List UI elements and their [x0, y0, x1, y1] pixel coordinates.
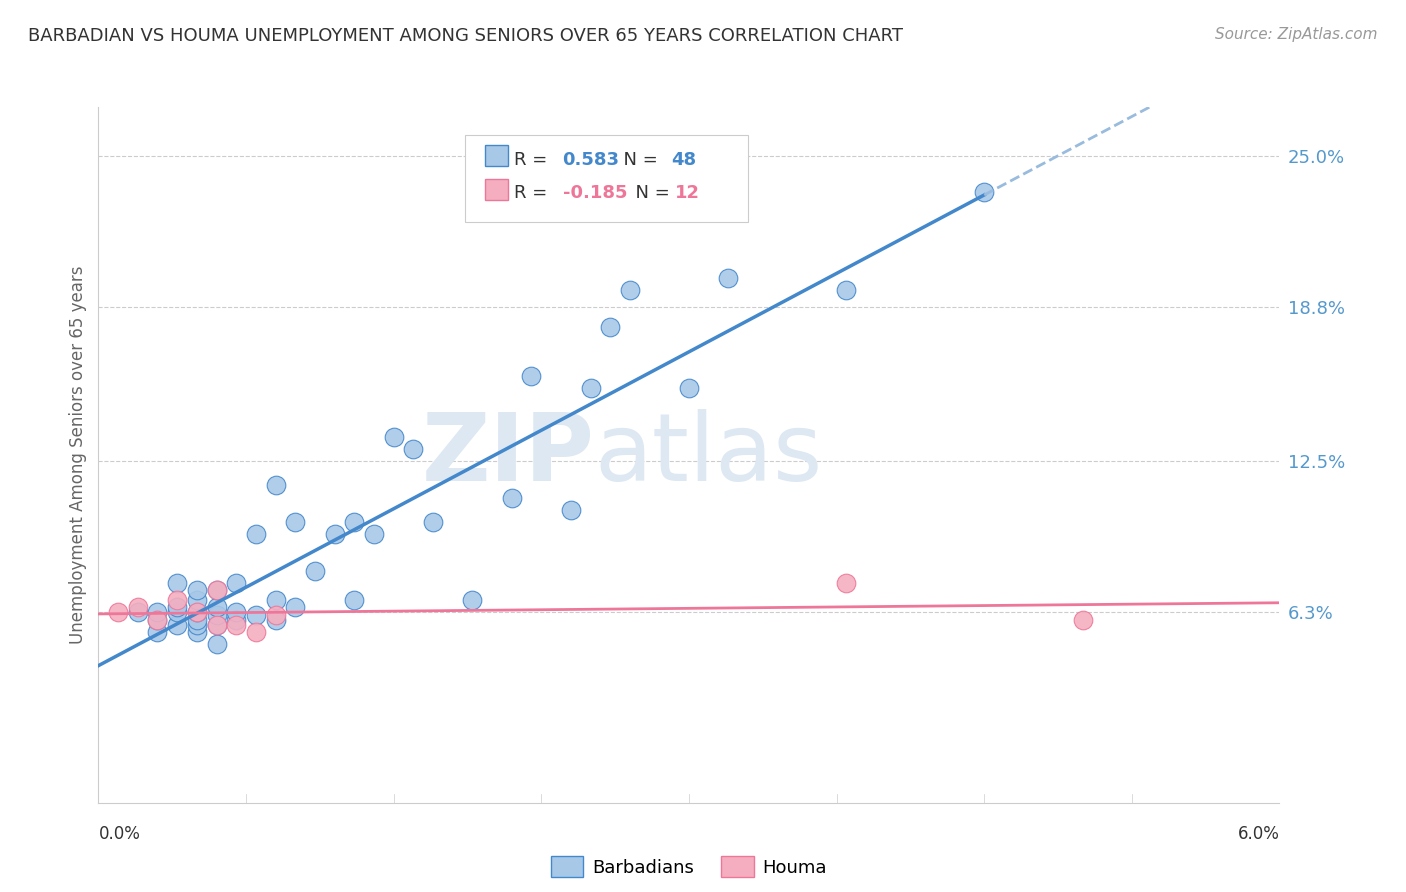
- Legend: Barbadians, Houma: Barbadians, Houma: [544, 849, 834, 884]
- Point: [146, 606, 169, 620]
- Point: [186, 593, 208, 607]
- Y-axis label: Unemployment Among Seniors over 65 years: Unemployment Among Seniors over 65 years: [69, 266, 87, 644]
- Point: [264, 478, 287, 492]
- Point: [127, 606, 149, 620]
- Point: [186, 617, 208, 632]
- Point: [678, 381, 700, 395]
- Point: [520, 368, 543, 383]
- Point: [166, 617, 188, 632]
- Text: atlas: atlas: [595, 409, 823, 501]
- Point: [186, 583, 208, 598]
- Point: [304, 564, 326, 578]
- Point: [205, 607, 228, 622]
- Point: [461, 593, 484, 607]
- Point: [323, 527, 346, 541]
- Point: [107, 606, 129, 620]
- Point: [186, 606, 208, 620]
- Point: [264, 593, 287, 607]
- Point: [205, 617, 228, 632]
- Point: [835, 576, 858, 591]
- Point: [225, 617, 247, 632]
- Point: [245, 607, 267, 622]
- Point: [245, 624, 267, 639]
- Point: [166, 606, 188, 620]
- Point: [560, 503, 582, 517]
- Text: 48: 48: [671, 151, 696, 169]
- Point: [166, 600, 188, 615]
- Point: [146, 613, 169, 627]
- Point: [166, 593, 188, 607]
- Point: [205, 600, 228, 615]
- Point: [186, 613, 208, 627]
- Point: [146, 624, 169, 639]
- Point: [402, 442, 425, 456]
- Text: R =: R =: [515, 184, 553, 202]
- Point: [363, 527, 385, 541]
- Point: [205, 617, 228, 632]
- Point: [717, 271, 740, 285]
- Text: 0.0%: 0.0%: [98, 825, 141, 843]
- Point: [501, 491, 523, 505]
- Point: [835, 283, 858, 297]
- Point: [225, 606, 247, 620]
- Text: 6.0%: 6.0%: [1237, 825, 1279, 843]
- Point: [382, 429, 405, 443]
- Point: [1071, 613, 1094, 627]
- Point: [264, 607, 287, 622]
- Text: 0.583: 0.583: [562, 151, 620, 169]
- Text: BARBADIAN VS HOUMA UNEMPLOYMENT AMONG SENIORS OVER 65 YEARS CORRELATION CHART: BARBADIAN VS HOUMA UNEMPLOYMENT AMONG SE…: [28, 27, 903, 45]
- Point: [599, 319, 621, 334]
- Point: [166, 576, 188, 591]
- Point: [146, 613, 169, 627]
- Point: [205, 583, 228, 598]
- Text: Source: ZipAtlas.com: Source: ZipAtlas.com: [1215, 27, 1378, 42]
- Point: [284, 515, 307, 529]
- Point: [205, 583, 228, 598]
- Text: N =: N =: [612, 151, 664, 169]
- Point: [186, 606, 208, 620]
- Point: [186, 624, 208, 639]
- Point: [205, 637, 228, 651]
- Text: -0.185: -0.185: [562, 184, 627, 202]
- Point: [343, 515, 366, 529]
- Text: 12: 12: [675, 184, 700, 202]
- Point: [225, 576, 247, 591]
- FancyBboxPatch shape: [485, 145, 508, 166]
- FancyBboxPatch shape: [464, 135, 748, 222]
- Point: [422, 515, 444, 529]
- Text: R =: R =: [515, 151, 553, 169]
- Point: [579, 381, 602, 395]
- Point: [264, 613, 287, 627]
- Text: N =: N =: [624, 184, 675, 202]
- Text: ZIP: ZIP: [422, 409, 595, 501]
- Point: [245, 527, 267, 541]
- Point: [973, 186, 995, 200]
- Point: [225, 613, 247, 627]
- FancyBboxPatch shape: [485, 178, 508, 200]
- Point: [619, 283, 641, 297]
- Point: [343, 593, 366, 607]
- Point: [127, 600, 149, 615]
- Point: [284, 600, 307, 615]
